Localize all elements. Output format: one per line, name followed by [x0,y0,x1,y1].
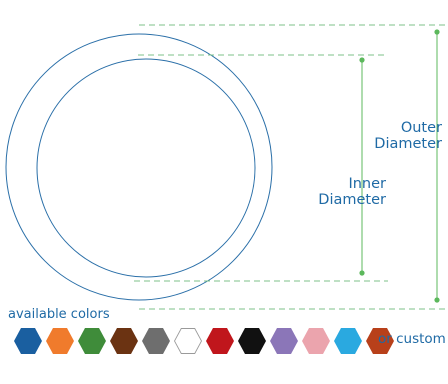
color-swatch-brown[interactable] [110,328,138,354]
color-swatch-fill [175,329,201,353]
color-swatch-black[interactable] [238,328,266,354]
color-swatch-fill [303,329,329,353]
color-swatch-light-blue[interactable] [334,328,362,354]
outer-label-line1: Outer [400,120,442,136]
color-swatch-fill [239,329,265,353]
color-swatch-fill [143,329,169,353]
color-swatch-fill [79,329,105,353]
color-swatch-fill [335,329,361,353]
custom-color-label: or custom [378,331,446,347]
outer-dimension-top-dot [434,29,440,35]
color-swatch-blue[interactable] [14,328,42,354]
inner-diameter-label: Inner Diameter [300,176,386,208]
color-swatch-white[interactable] [174,328,202,354]
color-swatch-fill [15,329,41,353]
available-colors-title: available colors [8,307,110,322]
outer-diameter-label: Outer Diameter [374,120,442,152]
inner-circle [36,58,256,278]
color-swatch-green[interactable] [78,328,106,354]
color-swatch-red[interactable] [206,328,234,354]
color-swatch-fill [47,329,73,353]
inner-dimension-bottom-dot [359,270,365,276]
color-swatch-orange[interactable] [46,328,74,354]
color-swatch-fill [207,329,233,353]
o-ring-diagram [5,24,448,310]
color-swatch-gray[interactable] [142,328,170,354]
color-swatch-purple[interactable] [270,328,298,354]
inner-label-line2: Diameter [318,192,386,208]
outer-circle [5,33,273,301]
color-swatch-fill [111,329,137,353]
outer-label-line2: Diameter [374,136,442,152]
color-swatch-list [14,326,398,356]
color-swatch-pink[interactable] [302,328,330,354]
outer-dimension-bottom-dot [434,297,440,303]
color-swatch-fill [367,329,393,353]
inner-dimension-top-dot [359,57,365,63]
color-swatch-fill [271,329,297,353]
inner-label-line1: Inner [348,176,386,192]
